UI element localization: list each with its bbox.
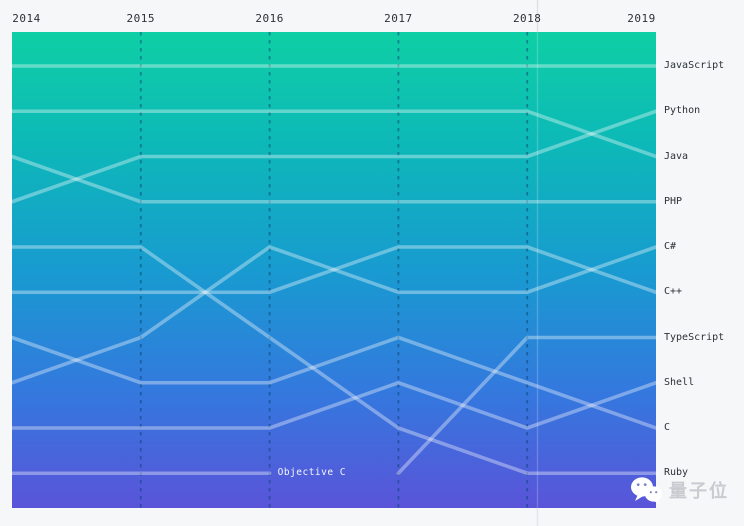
series-line-cpp[interactable] <box>10 245 658 295</box>
language-label-csharp[interactable]: C# <box>664 241 677 252</box>
series-line-ruby[interactable] <box>10 245 658 476</box>
language-label-php[interactable]: PHP <box>664 195 683 207</box>
watermark-brand-text: 量子位 <box>669 481 729 502</box>
language-label-typescript[interactable]: TypeScript <box>664 331 725 343</box>
year-label-2016: 2016 <box>255 12 284 25</box>
language-label-javascript[interactable]: JavaScript <box>664 60 725 71</box>
chart-gradient-background <box>12 32 656 508</box>
language-label-c[interactable]: C <box>664 422 671 433</box>
language-label-java[interactable]: Java <box>664 150 689 162</box>
year-label-2014: 2014 <box>12 12 41 25</box>
series-line-java[interactable] <box>10 109 658 159</box>
series-line-shell[interactable] <box>10 380 658 430</box>
series-line-php[interactable] <box>10 154 658 204</box>
series-line-csharp[interactable] <box>10 245 658 385</box>
year-label-2019: 2019 <box>627 12 656 25</box>
language-label-python[interactable]: Python <box>664 105 701 117</box>
year-label-2017: 2017 <box>384 12 413 25</box>
series-lines <box>10 64 658 476</box>
language-label-shell[interactable]: Shell <box>664 376 695 388</box>
language-label-cpp[interactable]: C++ <box>664 286 683 298</box>
language-label-ruby[interactable]: Ruby <box>664 467 689 479</box>
series-line-typescript[interactable] <box>396 335 658 476</box>
wechat-icon <box>631 477 663 504</box>
series-line-c[interactable] <box>10 335 658 430</box>
inline-label-objective-c: Objective C <box>277 466 347 478</box>
watermark: 量子位 <box>629 474 741 506</box>
year-label-2018: 2018 <box>512 12 542 25</box>
year-label-2015: 2015 <box>126 12 156 25</box>
series-line-python[interactable] <box>10 109 658 204</box>
